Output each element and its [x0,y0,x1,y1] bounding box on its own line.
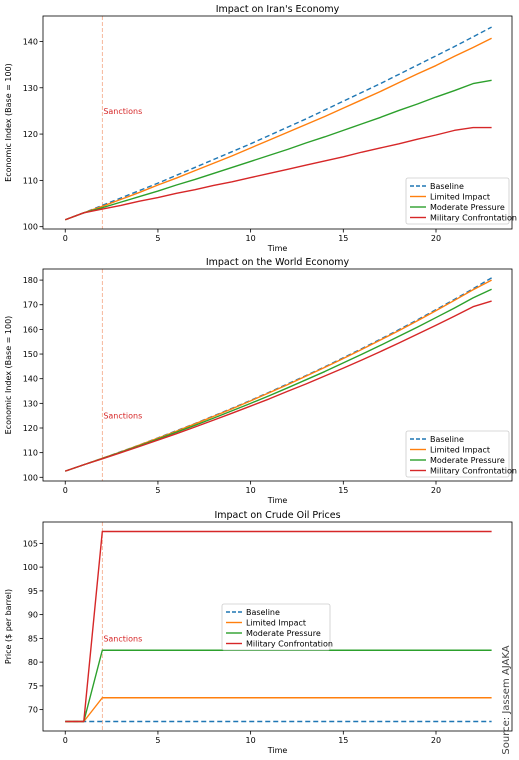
y-tick-label: 150 [23,350,38,359]
y-tick-label: 95 [28,587,38,596]
x-tick-label: 5 [155,234,160,243]
x-tick-label: 0 [63,486,68,495]
x-axis-label: Time [267,746,288,755]
series-line-limited [65,37,492,221]
y-axis-label: Price ($ per barrel) [4,589,13,664]
source-credit: Source: Jassem AJAKA [501,645,512,754]
legend-box [405,430,510,478]
legend-label-military: Military Confrontation [246,640,333,649]
legend-label-moderate: Moderate Pressure [430,203,505,212]
legend-box [405,177,510,225]
series-line-military [65,126,492,221]
y-axis-label: Economic Index (Base = 100) [4,63,13,182]
legend-box [221,603,331,651]
y-tick-label: 140 [23,375,38,384]
y-tick-label: 105 [23,539,38,548]
legend-label-military: Military Confrontation [430,214,517,223]
x-tick-label: 5 [155,486,160,495]
legend-label-moderate: Moderate Pressure [246,629,321,638]
y-tick-label: 85 [28,634,38,643]
plot-frame [42,268,513,482]
y-axis-label: Economic Index (Base = 100) [4,316,13,435]
y-tick-label: 120 [23,424,38,433]
legend-label-limited: Limited Impact [246,619,306,628]
y-tick-label: 75 [28,682,38,691]
x-tick-label: 0 [63,234,68,243]
x-tick-label: 20 [431,234,441,243]
y-tick-label: 100 [23,473,38,482]
x-axis-label: Time [267,496,288,505]
y-tick-label: 70 [28,706,38,715]
x-tick-label: 15 [338,486,348,495]
legend-label-limited: Limited Impact [430,193,490,202]
sanctions-annotation: Sanctions [103,634,142,643]
y-tick-label: 110 [23,449,38,458]
plot-frame [42,15,513,230]
y-tick-label: 110 [23,176,38,185]
series-line-baseline [65,26,492,221]
y-tick-label: 80 [28,658,38,667]
legend-label-baseline: Baseline [430,435,464,444]
chart-1: Impact on Iran's Economy 0 5 10 15 20 100 110 12… [4,4,517,253]
legend-label-limited: Limited Impact [430,446,490,455]
series-line-military [65,300,492,472]
x-tick-label: 10 [246,486,256,495]
x-tick-label: 20 [431,736,441,745]
legend-label-moderate: Moderate Pressure [430,456,505,465]
y-tick-label: 160 [23,325,38,334]
series-line-limited [65,697,492,723]
y-tick-label: 120 [23,130,38,139]
x-tick-label: 15 [338,234,348,243]
chart-2: Impact on the World Economy 0 5 10 15 20 100 11… [4,257,517,505]
y-tick-label: 90 [28,611,38,620]
sanctions-annotation: Sanctions [103,107,142,116]
y-tick-label: 100 [23,223,38,232]
chart-3: Impact on Crude Oil Prices 0 5 10 15 20 70 75 80… [4,510,513,755]
x-tick-label: 10 [246,234,256,243]
series-line-moderate [65,649,492,723]
legend-label-baseline: Baseline [246,608,280,617]
x-tick-label: 10 [246,736,256,745]
series-line-moderate [65,79,492,221]
x-axis-label: Time [267,244,288,253]
y-tick-label: 100 [23,563,38,572]
chart-title: Impact on Crude Oil Prices [214,510,340,521]
legend-label-military: Military Confrontation [430,467,517,476]
y-tick-label: 130 [23,84,38,93]
y-tick-label: 140 [23,37,38,46]
x-tick-label: 0 [63,736,68,745]
legend-label-baseline: Baseline [430,182,464,191]
series-line-military [65,530,492,723]
chart-title: Impact on the World Economy [206,257,350,268]
plot-frame [42,521,513,732]
y-tick-label: 130 [23,399,38,408]
y-tick-label: 180 [23,276,38,285]
x-tick-label: 20 [431,486,441,495]
sanctions-annotation: Sanctions [103,412,142,421]
chart-title: Impact on Iran's Economy [216,4,340,15]
x-tick-label: 15 [338,736,348,745]
x-tick-label: 5 [155,736,160,745]
y-tick-label: 170 [23,301,38,310]
